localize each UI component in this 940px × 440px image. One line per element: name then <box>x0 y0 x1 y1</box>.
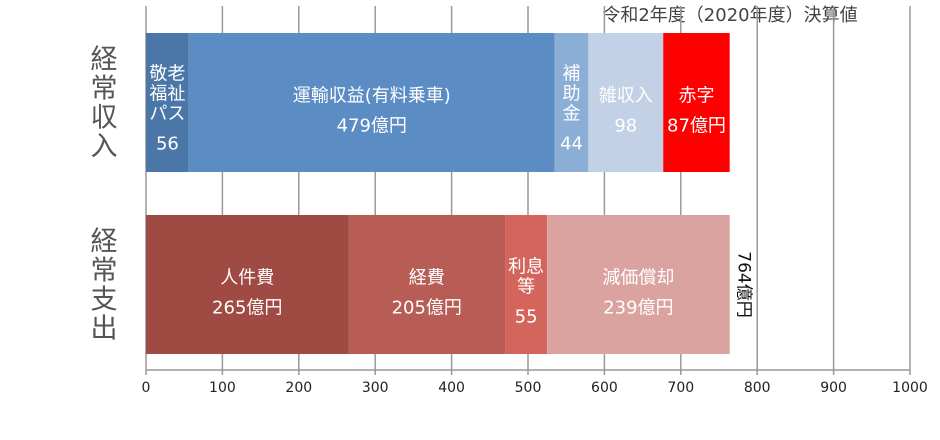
segment-name: 減価償却 <box>602 268 674 289</box>
segment-name: 赤字 <box>678 86 714 107</box>
bar-segment <box>547 215 730 354</box>
x-tick-label: 300 <box>362 380 389 396</box>
bar-segment <box>348 215 506 354</box>
data-label: 205億円 <box>392 298 462 319</box>
x-tick-label: 1000 <box>892 380 928 396</box>
segment-name: 雑収入 <box>599 86 653 107</box>
x-tick-label: 500 <box>515 380 542 396</box>
category-label: 経常支出 <box>86 226 118 342</box>
x-tick-label: 600 <box>591 380 618 396</box>
bar-segment <box>188 33 555 172</box>
bar-segment <box>554 33 589 172</box>
x-tick-label: 700 <box>667 380 694 396</box>
data-label: 239億円 <box>603 298 673 319</box>
bar-segment <box>663 33 730 172</box>
x-tick-label: 200 <box>285 380 312 396</box>
x-tick-label: 100 <box>209 380 236 396</box>
x-tick-label: 400 <box>438 380 465 396</box>
data-label: 479億円 <box>337 116 407 137</box>
bar-segment <box>146 215 349 354</box>
chart-title: 令和2年度（2020年度）決算値 <box>602 5 857 26</box>
data-label: 55 <box>515 307 538 328</box>
data-label: 265億円 <box>212 298 282 319</box>
bar-segment <box>588 33 664 172</box>
x-tick-label: 0 <box>142 380 151 396</box>
segment-name: 経費 <box>409 268 445 289</box>
total-label: 764億円 <box>734 251 754 317</box>
segment-name: 敬老福祉パス <box>149 64 185 125</box>
bar-segment <box>505 215 548 354</box>
segment-name: 人件費 <box>220 268 274 289</box>
x-tick-label: 800 <box>744 380 771 396</box>
data-label: 87億円 <box>667 116 726 137</box>
data-label: 98 <box>614 116 637 137</box>
category-label: 経常収入 <box>86 44 118 160</box>
bar-segment <box>146 33 189 172</box>
data-label: 44 <box>560 134 583 155</box>
data-label: 56 <box>156 134 179 155</box>
segment-name: 補助金 <box>563 64 581 125</box>
segment-name: 利息等 <box>508 257 544 298</box>
segment-name: 運輸収益(有料乗車) <box>293 86 451 107</box>
x-tick-label: 900 <box>820 380 847 396</box>
